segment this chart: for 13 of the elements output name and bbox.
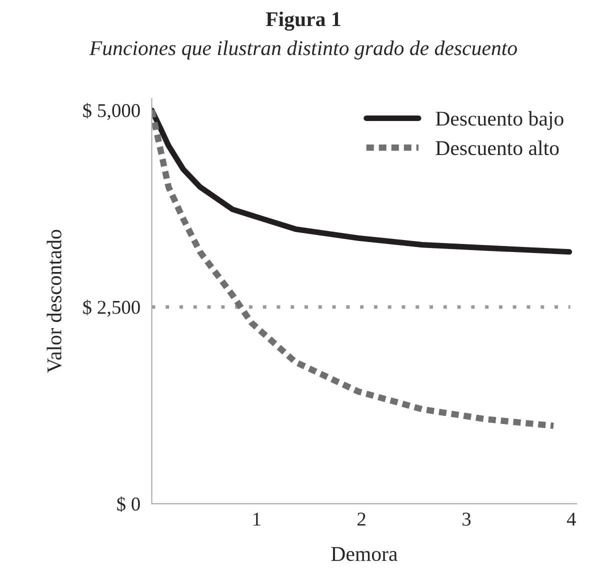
x-tick-label: 3	[462, 512, 471, 526]
legend-label: Descuento alto	[436, 140, 559, 156]
x-axis-title: Demora	[331, 547, 398, 562]
y-tick-label: $ 2,500	[83, 300, 140, 317]
x-tick-label: 2	[358, 512, 366, 526]
chart-title: Figura 1	[266, 12, 340, 31]
chart-subtitle: Funciones que ilustran distinto grado de descuento	[89, 40, 517, 60]
y-tick-label: $ 5,000	[83, 102, 140, 120]
y-tick-label: $ 0	[117, 496, 140, 512]
legend-label: Descuento bajo	[436, 111, 564, 130]
x-tick-label: 1	[254, 512, 260, 526]
y-axis-title: Valor descontado	[46, 230, 62, 373]
x-tick-label: 4	[566, 512, 576, 526]
